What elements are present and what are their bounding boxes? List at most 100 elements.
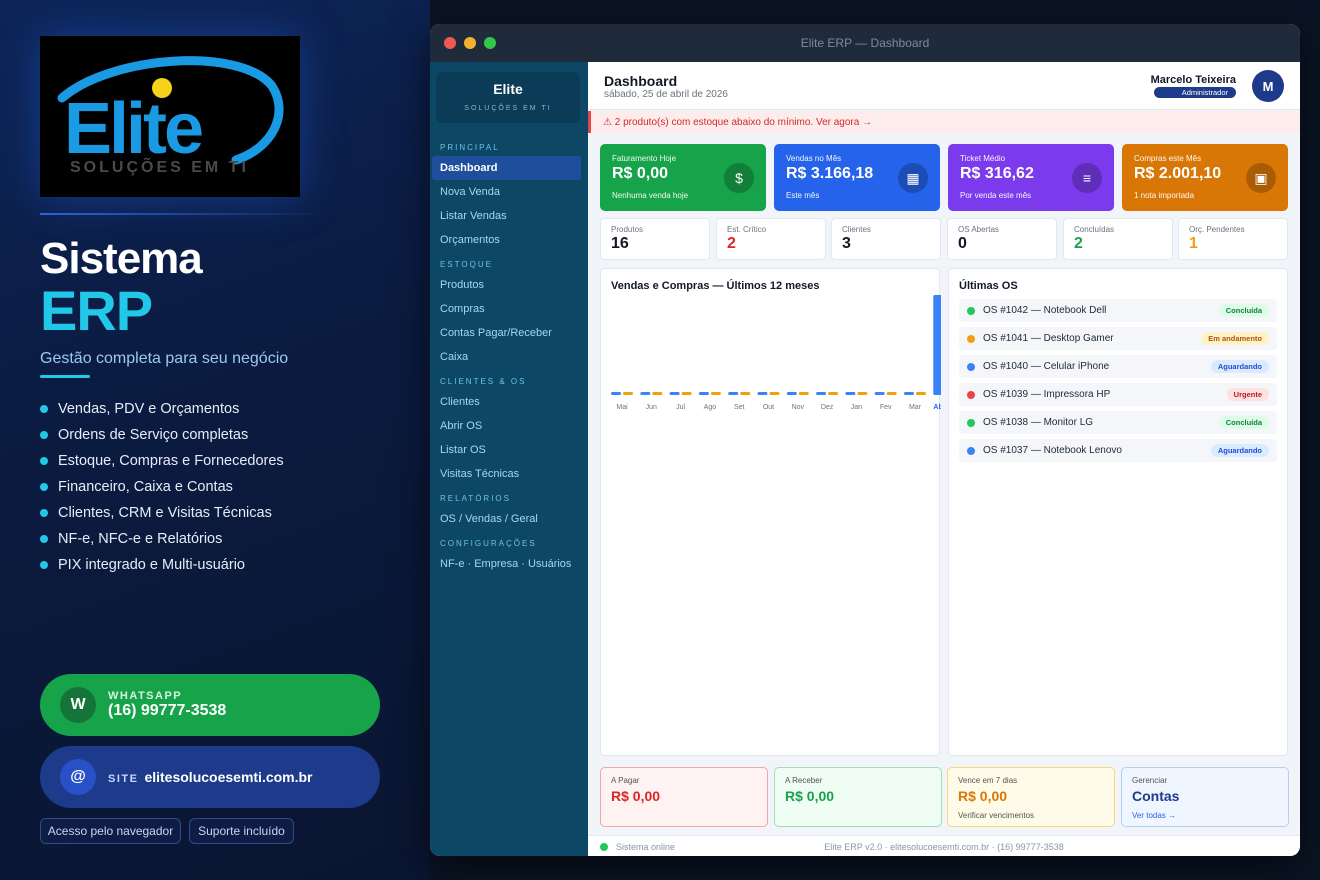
bar-compras-Dez[interactable] [828, 392, 839, 395]
stat-concluidas[interactable]: Concluídas 2 [1063, 218, 1173, 260]
os-row[interactable]: OS #1039 — Impressora HP Urgente [959, 383, 1277, 406]
sales-purchases-chart: Mai Jun Jul Ago Set Out Nov Dez Jan Fev Mar Abr/26 [611, 295, 941, 411]
page-title: Dashboard [604, 73, 678, 89]
stat-clientes[interactable]: Clientes 3 [831, 218, 941, 260]
os-row[interactable]: OS #1037 — Notebook Lenovo Aguardando [959, 439, 1277, 462]
bar-compras-Fev[interactable] [886, 392, 897, 395]
x-tick-label: Fev [880, 404, 892, 411]
os-row[interactable]: OS #1040 — Celular iPhone Aguardando [959, 355, 1277, 378]
stock-alert-banner[interactable]: ⚠ 2 produto(s) com estoque abaixo do mín… [588, 111, 1300, 133]
svg-text:SOLUÇÕES EM TI: SOLUÇÕES EM TI [70, 156, 249, 176]
bar-compras-Mar[interactable] [916, 392, 926, 395]
feature-item: Clientes, CRM e Visitas Técnicas [40, 500, 284, 526]
bar-vendas-Set[interactable] [728, 392, 739, 395]
sidebar-item-nfe-empresa[interactable]: NF-e · Empresa · Usuários [440, 558, 572, 570]
status-dot-icon [967, 446, 975, 455]
os-row[interactable]: OS #1041 — Desktop Gamer Em andamento [959, 327, 1277, 350]
status-badge: Urgente [1226, 388, 1269, 401]
sidebar-item-produtos[interactable]: Produtos [440, 279, 485, 291]
sidebar-item-compras[interactable]: Compras [440, 303, 485, 315]
os-row[interactable]: OS #1042 — Notebook Dell Concluída [959, 299, 1277, 322]
os-label: OS #1040 — Celular iPhone [983, 361, 1110, 372]
bar-vendas-Jan[interactable] [845, 392, 856, 395]
sidebar-item-clientes[interactable]: Clientes [440, 396, 480, 408]
x-tick-label: Jan [851, 404, 862, 411]
close-window-button[interactable] [444, 37, 456, 49]
sidebar-item-dashboard[interactable]: Dashboard [432, 156, 581, 180]
page-date: sábado, 25 de abril de 2026 [604, 89, 728, 100]
stat-estoque-critico[interactable]: Est. Crítico 2 [716, 218, 826, 260]
status-dot-icon [967, 390, 975, 399]
bar-compras-Nov[interactable] [798, 392, 809, 395]
svg-text:Elite: Elite [64, 89, 202, 169]
whatsapp-button[interactable]: W WHATSAPP (16) 99777-3538 [40, 674, 380, 736]
at-icon: @ [60, 759, 96, 795]
os-label: OS #1038 — Monitor LG [983, 417, 1094, 428]
sidebar-brand[interactable]: Elite SOLUÇÕES EM TI [436, 72, 580, 123]
tagline-underline [40, 375, 90, 378]
feature-item: Vendas, PDV e Orçamentos [40, 396, 284, 422]
bar-compras-Jun[interactable] [652, 392, 663, 395]
bar-compras-Jan[interactable] [857, 392, 868, 395]
stat-label: Produtos [611, 225, 644, 234]
support-pill: Suporte incluído [189, 818, 294, 844]
site-button[interactable]: @ SITE elitesolucoesemti.com.br [40, 746, 380, 808]
stat-produtos[interactable]: Produtos 16 [600, 218, 710, 260]
status-dot-icon [967, 306, 975, 315]
kpi-ticket-medio: Ticket Médio R$ 316,62 Por venda este mê… [948, 144, 1114, 211]
kpi-label: Vendas no Mês [786, 154, 842, 163]
bar-vendas-Fev[interactable] [874, 392, 885, 395]
ver-todas-link[interactable]: Ver todas → [1132, 811, 1177, 820]
bar-vendas-Abr-26[interactable] [933, 295, 941, 395]
avatar[interactable]: M [1252, 70, 1284, 102]
bar-vendas-Ago[interactable] [698, 392, 709, 395]
online-status-text: Sistema online [616, 842, 676, 852]
sidebar-item-orcamentos[interactable]: Orçamentos [440, 234, 500, 246]
finance-a-pagar[interactable]: A Pagar R$ 0,00 [600, 767, 768, 827]
x-tick-label: Mai [616, 404, 628, 411]
stat-orcamentos-pendentes[interactable]: Orç. Pendentes 1 [1178, 218, 1288, 260]
bar-vendas-Mar[interactable] [904, 392, 914, 395]
bar-vendas-Out[interactable] [757, 392, 768, 395]
sidebar-item-relatorio-geral[interactable]: OS / Vendas / Geral [440, 513, 538, 525]
os-card-title: Últimas OS [959, 280, 1018, 292]
maximize-window-button[interactable] [484, 37, 496, 49]
sidebar-item-nova-venda[interactable]: Nova Venda [440, 186, 500, 198]
elite-logo: Elite SOLUÇÕES EM TI [40, 36, 300, 197]
stat-value: 2 [727, 235, 736, 252]
bar-compras-Jul[interactable] [681, 392, 692, 395]
os-label: OS #1041 — Desktop Gamer [983, 333, 1114, 344]
kpi-label: Compras este Mês [1134, 154, 1202, 163]
feature-item: Estoque, Compras e Fornecedores [40, 448, 284, 474]
bar-compras-Mai[interactable] [623, 392, 633, 395]
sidebar-item-visitas[interactable]: Visitas Técnicas [440, 468, 520, 480]
kpi-vendas-mes: Vendas no Mês R$ 3.166,18 Este mês ▦ [774, 144, 940, 211]
sidebar-item-abrir-os[interactable]: Abrir OS [440, 420, 483, 432]
bar-vendas-Nov[interactable] [786, 392, 797, 395]
finance-gerenciar-contas[interactable]: Gerenciar Contas Ver todas → [1121, 767, 1289, 827]
sidebar-item-listar-os[interactable]: Listar OS [440, 444, 486, 456]
bar-compras-Set[interactable] [740, 392, 751, 395]
finance-vence-7-dias[interactable]: Vence em 7 dias R$ 0,00 Verificar vencim… [947, 767, 1115, 827]
os-row[interactable]: OS #1038 — Monitor LG Concluída [959, 411, 1277, 434]
sidebar-item-caixa[interactable]: Caixa [440, 351, 469, 363]
bar-vendas-Jun[interactable] [640, 392, 651, 395]
kpi-faturamento-hoje: Faturamento Hoje R$ 0,00 Nenhuma venda h… [600, 144, 766, 211]
feature-item: Financeiro, Caixa e Contas [40, 474, 284, 500]
bar-compras-Ago[interactable] [710, 392, 721, 395]
x-tick-label: Out [763, 404, 774, 411]
bar-vendas-Jul[interactable] [669, 392, 680, 395]
x-tick-label: Jun [646, 404, 657, 411]
bar-vendas-Mai[interactable] [611, 392, 621, 395]
sidebar-item-contas[interactable]: Contas Pagar/Receber [440, 327, 552, 339]
finance-a-receber[interactable]: A Receber R$ 0,00 [774, 767, 942, 827]
section-relatorios: RELATÓRIOS [440, 494, 511, 503]
x-tick-label: Dez [821, 404, 834, 411]
x-tick-label: Abr/26 [933, 404, 941, 411]
minimize-window-button[interactable] [464, 37, 476, 49]
bar-vendas-Dez[interactable] [816, 392, 827, 395]
bar-compras-Out[interactable] [769, 392, 780, 395]
sidebar-item-listar-vendas[interactable]: Listar Vendas [440, 210, 507, 222]
kpi-subtext: Por venda este mês [960, 191, 1032, 200]
stat-os-abertas[interactable]: OS Abertas 0 [947, 218, 1057, 260]
